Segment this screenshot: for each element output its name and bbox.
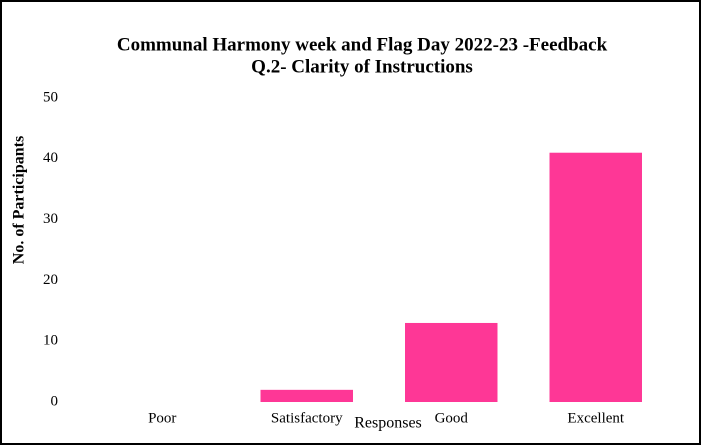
chart-title: Communal Harmony week and Flag Day 2022-… (117, 34, 608, 55)
bar (260, 389, 353, 402)
y-tick-label: 10 (43, 333, 58, 349)
chart-title: Q.2- Clarity of Instructions (251, 56, 473, 77)
x-tick-label: Excellent (567, 410, 624, 426)
y-tick-label: 30 (43, 211, 58, 227)
x-tick-label: Poor (148, 410, 176, 426)
y-tick-label: 40 (43, 150, 58, 166)
y-tick-label: 20 (43, 272, 58, 288)
bar (405, 322, 498, 402)
bar (549, 152, 642, 402)
y-tick-label: 50 (43, 89, 58, 105)
y-axis-title: No. of Participants (11, 136, 28, 264)
x-axis-title: Responses (354, 415, 422, 432)
y-tick-label: 0 (51, 393, 59, 409)
x-tick-label: Satisfactory (271, 410, 343, 426)
x-tick-label: Good (435, 410, 469, 426)
